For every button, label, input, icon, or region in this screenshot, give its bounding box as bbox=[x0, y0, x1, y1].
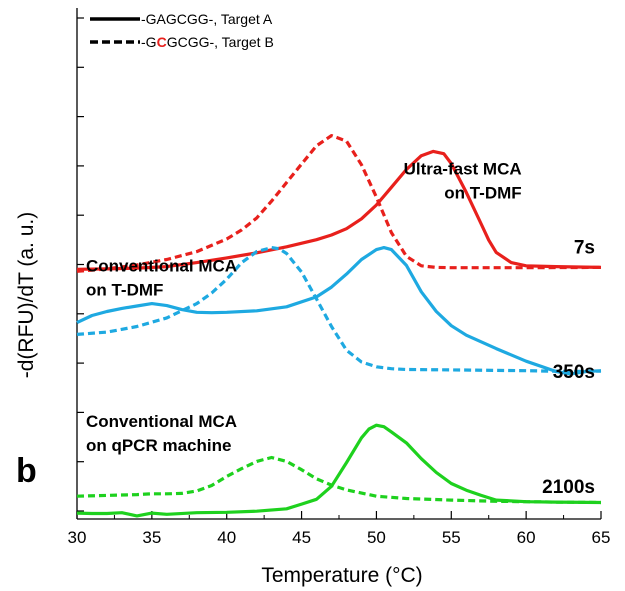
x-tick-label: 65 bbox=[592, 528, 611, 547]
legend-entry-label: -GAGCGG-, Target A bbox=[141, 11, 273, 27]
series-line-5-solid bbox=[76, 423, 602, 518]
duration-label: 2100s bbox=[542, 477, 595, 498]
legend-text-part: -G bbox=[141, 34, 157, 50]
series-line-2-dashed bbox=[76, 134, 602, 273]
legend-text-part: -GAGCGG-, Target A bbox=[141, 11, 273, 27]
duration-label: 7s bbox=[574, 238, 595, 259]
x-tick-label: 35 bbox=[142, 528, 161, 547]
x-tick-label: 30 bbox=[68, 528, 87, 547]
legend: -GAGCGG-, Target A -GCGCGG-, Target B bbox=[90, 11, 274, 50]
series-line-3-solid bbox=[76, 246, 602, 376]
method-label: on T-DMF bbox=[444, 184, 521, 203]
series-layer bbox=[76, 134, 602, 518]
series-line-4-dashed bbox=[76, 246, 602, 374]
panel-letter: b bbox=[16, 452, 37, 490]
axes: 30 35 40 45 50 55 60 65 bbox=[68, 8, 611, 547]
series-line-6-dashed bbox=[76, 455, 602, 505]
x-tick-label: 40 bbox=[217, 528, 236, 547]
x-tick-label: 50 bbox=[367, 528, 386, 547]
method-label: Conventional MCA bbox=[86, 412, 237, 431]
method-label: on T-DMF bbox=[86, 280, 163, 299]
method-label: on qPCR machine bbox=[86, 436, 231, 455]
x-axis-title: Temperature (°C) bbox=[261, 564, 422, 587]
labels-layer: Ultra-fast MCA on T-DMF 7s Conventional MCA… bbox=[86, 160, 595, 498]
legend-entry-label: -GCGCGG-, Target B bbox=[141, 34, 274, 50]
duration-label: 350s bbox=[553, 362, 595, 383]
y-axis-title: -d(RFU)/dT (a. u.) bbox=[15, 212, 38, 378]
x-tick-label: 55 bbox=[442, 528, 461, 547]
method-label: Ultra-fast MCA bbox=[404, 160, 522, 179]
x-tick-label: 60 bbox=[517, 528, 536, 547]
legend-text-part: C bbox=[157, 34, 167, 50]
series-line-1-solid bbox=[76, 149, 602, 271]
method-label: Conventional MCA bbox=[86, 256, 237, 275]
legend-text-part: GCGG-, Target B bbox=[167, 34, 274, 50]
x-tick-label: 45 bbox=[292, 528, 311, 547]
